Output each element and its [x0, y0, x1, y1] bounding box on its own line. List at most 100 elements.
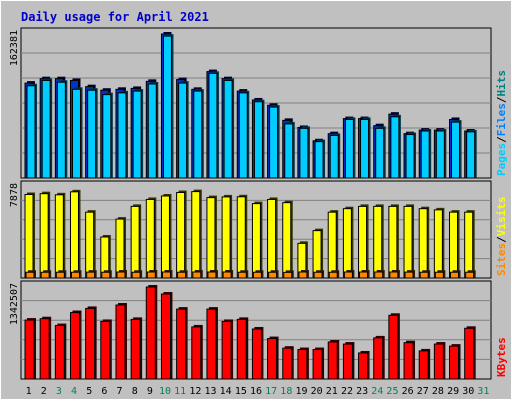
visits-bar: [388, 205, 398, 279]
sites-bar: [177, 271, 187, 279]
files-bar: [329, 134, 339, 179]
kbytes-bar: [327, 341, 338, 380]
files-bar: [269, 106, 279, 179]
visits-bar: [69, 191, 79, 279]
files-bar: [451, 121, 461, 179]
files-bar: [360, 118, 370, 179]
day-tick-label: 4: [71, 386, 77, 397]
kbytes-bar: [418, 350, 429, 380]
sites-bar: [313, 271, 323, 279]
middle-axis-max-label: 7878: [9, 183, 20, 207]
sites-bar: [359, 271, 369, 279]
files-bar: [314, 141, 324, 179]
sites-bar: [101, 271, 111, 279]
files-bar: [405, 134, 415, 179]
day-tick-label: 7: [117, 386, 123, 397]
visits-bar: [373, 205, 383, 279]
sites-bar: [389, 271, 399, 279]
series-label: Pages: [495, 143, 508, 176]
visits-bar: [433, 209, 443, 279]
day-tick-label: 29: [447, 386, 459, 397]
sites-bar: [343, 271, 353, 279]
visits-bar: [206, 197, 216, 279]
top-axis-max-label: 162381: [9, 30, 20, 66]
files-bar: [102, 94, 112, 179]
kbytes-bar: [160, 293, 171, 380]
kbytes-bar: [251, 328, 262, 380]
files-bar: [223, 79, 233, 179]
sites-bar: [328, 271, 338, 279]
bottom-series-labels: KBytes: [495, 337, 508, 377]
files-bar: [420, 130, 430, 179]
series-label: /: [495, 136, 508, 143]
sites-bar: [25, 271, 35, 279]
sites-bar: [146, 271, 156, 279]
day-tick-label: 14: [220, 386, 232, 397]
kbytes-bar: [24, 319, 35, 380]
day-tick-label: 22: [341, 386, 353, 397]
day-tick-label: 31: [477, 386, 489, 397]
visits-bar: [418, 208, 428, 279]
visits-bar: [267, 198, 277, 279]
day-tick-label: 18: [280, 386, 292, 397]
series-label: Sites: [495, 243, 508, 276]
visits-bar: [130, 205, 140, 279]
day-tick-label: 5: [86, 386, 92, 397]
files-bar: [238, 92, 248, 179]
files-bar: [87, 89, 97, 179]
series-label: Files: [495, 103, 508, 136]
visits-bar: [449, 211, 459, 279]
sites-bar: [131, 271, 141, 279]
files-bar: [117, 92, 127, 179]
files-bar: [147, 83, 157, 179]
day-tick-label: 21: [326, 386, 338, 397]
files-bar: [41, 79, 51, 179]
kbytes-bar: [130, 318, 141, 380]
day-tick-label: 26: [402, 386, 414, 397]
sites-bar: [298, 271, 308, 279]
sites-bar: [70, 271, 80, 279]
kbytes-bar: [282, 347, 293, 380]
day-tick-label: 6: [101, 386, 107, 397]
kbytes-bar: [69, 312, 80, 380]
files-bar: [435, 130, 445, 179]
visits-bar: [191, 191, 201, 279]
visits-bar: [282, 202, 292, 279]
sites-bar: [268, 271, 278, 279]
kbytes-bar: [312, 349, 323, 380]
series-label: Visits: [495, 197, 508, 237]
visits-bar: [160, 195, 170, 279]
day-tick-label: 2: [41, 386, 47, 397]
kbytes-bar: [433, 343, 444, 380]
sites-bar: [404, 271, 414, 279]
visits-bar: [115, 218, 125, 279]
top-series-labels: Pages/Files/Hits: [495, 70, 508, 176]
day-tick-label: 30: [462, 386, 474, 397]
series-label: KBytes: [495, 337, 508, 377]
kbytes-bar: [221, 320, 232, 380]
files-bar: [208, 72, 218, 179]
sites-bar: [374, 271, 384, 279]
day-tick-label: 3: [56, 386, 62, 397]
kbytes-bar: [115, 304, 126, 380]
kbytes-bar: [145, 286, 156, 380]
kbytes-bar: [267, 338, 278, 380]
chart-title: Daily usage for April 2021: [21, 10, 209, 24]
files-bar: [132, 90, 142, 179]
day-tick-label: 25: [386, 386, 398, 397]
day-tick-label: 10: [159, 386, 171, 397]
middle-series-labels: Sites/Visits: [495, 197, 508, 277]
day-tick-label: 23: [356, 386, 368, 397]
visits-bar: [221, 196, 231, 279]
sites-bar: [55, 271, 65, 279]
visits-bar: [24, 193, 34, 279]
kbytes-bar: [449, 345, 460, 380]
series-label: /: [495, 236, 508, 243]
kbytes-bar: [388, 314, 399, 380]
visits-bar: [85, 211, 95, 279]
visits-bar: [54, 194, 64, 279]
sites-bar: [116, 271, 126, 279]
day-tick-label: 16: [250, 386, 262, 397]
